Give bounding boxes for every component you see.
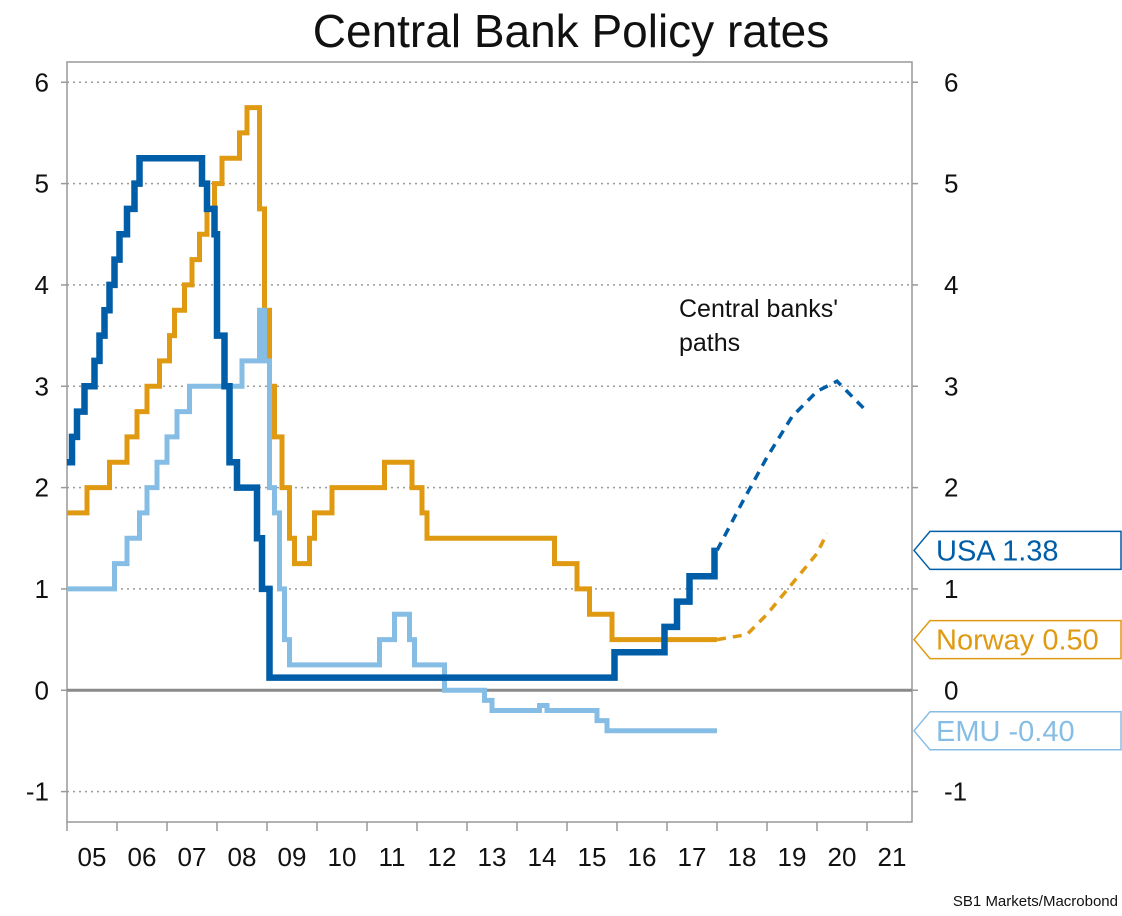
y-tick-label-left: 1 bbox=[35, 574, 49, 604]
series-line-emu bbox=[67, 307, 717, 734]
y-tick-label-right: 2 bbox=[944, 473, 958, 503]
x-tick-label: 09 bbox=[278, 842, 307, 872]
end-label-flag-emu bbox=[913, 711, 1122, 751]
end-label-emu: EMU -0.40 bbox=[936, 716, 1075, 748]
series-line-usa bbox=[67, 155, 718, 681]
series-lines bbox=[67, 105, 869, 734]
x-tick-label: 14 bbox=[528, 842, 557, 872]
x-tick-label: 08 bbox=[228, 842, 257, 872]
end-labels: Norway 0.50 EMU -0.40 USA 1.38 bbox=[913, 530, 1122, 751]
chart-title: Central Bank Policy rates bbox=[313, 5, 829, 57]
series-line-norway bbox=[67, 105, 717, 643]
y-tick-label-right: 5 bbox=[944, 169, 958, 199]
y-tick-label-left: 3 bbox=[35, 371, 49, 401]
end-label-usa: USA 1.38 bbox=[936, 535, 1059, 567]
y-tick-label-left: 5 bbox=[35, 169, 49, 199]
y-tick-label-right: 1 bbox=[944, 574, 958, 604]
y-tick-label-left: -1 bbox=[26, 777, 49, 807]
x-tick-label: 15 bbox=[578, 842, 607, 872]
axes: -1 -10 01 12 23 34 45 56 605 06 07 08 09 10 11 12 13 14 15… bbox=[26, 67, 967, 872]
annotation-line-2: paths bbox=[679, 329, 740, 357]
end-label-flag-usa bbox=[913, 530, 1122, 571]
x-tick-label: 13 bbox=[478, 842, 507, 872]
end-label-norway: Norway 0.50 bbox=[936, 625, 1099, 657]
x-tick-label: 19 bbox=[778, 842, 807, 872]
x-tick-label: 10 bbox=[328, 842, 357, 872]
x-tick-label: 11 bbox=[379, 842, 406, 872]
x-tick-label: 18 bbox=[728, 842, 757, 872]
y-tick-label-right: -1 bbox=[944, 777, 967, 807]
y-tick-label-right: 4 bbox=[944, 270, 958, 300]
x-tick-label: 05 bbox=[78, 842, 107, 872]
x-tick-label: 21 bbox=[878, 842, 907, 872]
x-tick-label: 07 bbox=[178, 842, 207, 872]
y-tick-label-left: 6 bbox=[35, 67, 49, 97]
y-tick-label-right: 0 bbox=[944, 675, 958, 705]
y-tick-label-left: 2 bbox=[35, 473, 49, 503]
y-tick-label-right: 3 bbox=[944, 371, 958, 401]
plot-frame bbox=[66, 61, 913, 823]
y-tick-label-left: 4 bbox=[35, 270, 49, 300]
x-tick-label: 12 bbox=[428, 842, 457, 872]
series-path-norway bbox=[716, 532, 829, 642]
x-tick-label: 16 bbox=[628, 842, 657, 872]
end-label-flag-norway bbox=[913, 619, 1122, 660]
annotation-line-1: Central banks' bbox=[679, 295, 838, 323]
x-tick-label: 06 bbox=[128, 842, 157, 872]
source-note: SB1 Markets/Macrobond bbox=[953, 893, 1118, 910]
series-path-usa bbox=[715, 379, 869, 552]
x-tick-label: 17 bbox=[678, 842, 707, 872]
y-tick-label-right: 6 bbox=[944, 67, 958, 97]
y-tick-label-left: 0 bbox=[35, 675, 49, 705]
gridlines bbox=[67, 81, 912, 793]
x-tick-label: 20 bbox=[828, 842, 857, 872]
